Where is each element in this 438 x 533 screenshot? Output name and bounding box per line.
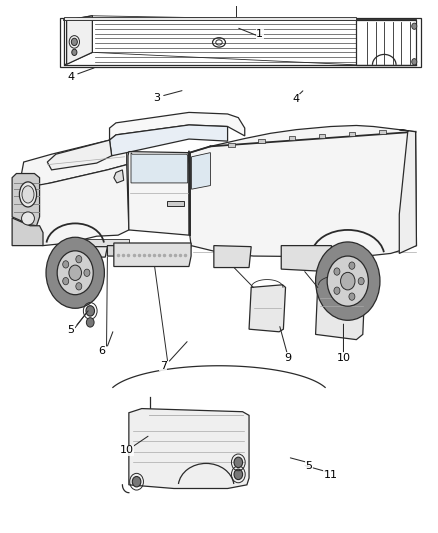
Bar [73, 239, 129, 248]
Ellipse shape [22, 186, 34, 203]
Text: 10: 10 [336, 353, 350, 363]
Text: 5: 5 [306, 461, 313, 471]
Circle shape [76, 255, 82, 263]
Circle shape [46, 237, 104, 308]
Polygon shape [190, 125, 417, 257]
Circle shape [71, 38, 78, 45]
Polygon shape [249, 285, 286, 332]
Circle shape [234, 469, 243, 480]
Circle shape [63, 261, 69, 268]
Circle shape [72, 49, 77, 55]
Ellipse shape [21, 212, 35, 225]
Circle shape [234, 457, 243, 467]
Bar [379, 130, 385, 134]
Polygon shape [110, 125, 228, 156]
Polygon shape [21, 140, 127, 189]
Circle shape [327, 256, 368, 306]
Polygon shape [110, 112, 245, 140]
Circle shape [334, 268, 340, 275]
Polygon shape [114, 170, 124, 183]
Text: 4: 4 [67, 72, 74, 83]
Circle shape [412, 59, 417, 65]
Circle shape [132, 477, 141, 487]
Circle shape [84, 269, 90, 277]
Text: 3: 3 [153, 93, 160, 103]
Polygon shape [75, 247, 107, 257]
Bar [229, 143, 235, 147]
Polygon shape [64, 17, 357, 20]
Bar [349, 132, 356, 136]
Text: 9: 9 [284, 353, 291, 363]
Text: 1: 1 [256, 29, 263, 39]
Circle shape [86, 318, 94, 327]
Polygon shape [399, 130, 417, 254]
Polygon shape [128, 151, 189, 235]
Polygon shape [131, 152, 187, 183]
Bar [167, 201, 184, 206]
Circle shape [57, 251, 93, 295]
Text: 6: 6 [99, 346, 106, 356]
Text: 10: 10 [120, 446, 134, 455]
Bar [289, 136, 295, 140]
Text: 11: 11 [324, 471, 338, 480]
Text: 4: 4 [293, 94, 300, 104]
Text: 5: 5 [67, 325, 74, 335]
Circle shape [349, 262, 355, 269]
Polygon shape [315, 282, 365, 340]
Circle shape [76, 282, 82, 290]
Polygon shape [47, 140, 112, 170]
Polygon shape [12, 218, 43, 246]
Ellipse shape [19, 182, 36, 207]
Text: 7: 7 [159, 361, 167, 371]
Polygon shape [107, 246, 191, 256]
Polygon shape [114, 243, 191, 266]
Circle shape [334, 287, 340, 294]
Bar [258, 139, 265, 143]
Bar [318, 134, 325, 138]
Circle shape [63, 278, 69, 285]
Circle shape [69, 265, 81, 280]
Polygon shape [191, 152, 210, 189]
Polygon shape [129, 409, 249, 488]
Circle shape [412, 23, 417, 29]
Polygon shape [12, 174, 39, 226]
Polygon shape [214, 246, 251, 268]
Circle shape [86, 306, 95, 316]
Polygon shape [281, 246, 332, 272]
Polygon shape [21, 165, 129, 246]
Circle shape [349, 293, 355, 300]
Polygon shape [67, 16, 92, 64]
Circle shape [341, 272, 355, 290]
Circle shape [316, 242, 380, 320]
Circle shape [358, 278, 364, 285]
